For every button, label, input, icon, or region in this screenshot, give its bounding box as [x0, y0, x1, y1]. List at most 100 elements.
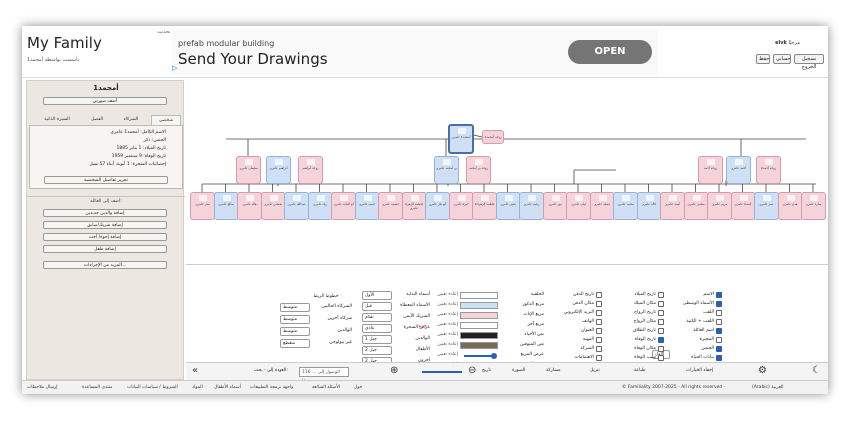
line-style-select[interactable]: متوسط: [280, 327, 310, 336]
checkbox[interactable]: [596, 346, 602, 352]
tree-node[interactable]: بن أمحمد عامري: [434, 156, 459, 184]
tree-node[interactable]: أم البنات عامري: [331, 192, 356, 220]
size-slider[interactable]: [464, 353, 497, 359]
tab-biography[interactable]: السيرة الذاتية: [44, 117, 70, 122]
checkbox[interactable]: [658, 292, 664, 298]
print-button[interactable]: طباعة: [634, 368, 646, 373]
tree-partner-node[interactable]: زوجة أمحمد1: [482, 130, 504, 144]
tree-node[interactable]: هدى عامري: [777, 192, 803, 220]
add-sibling-button[interactable]: إضافة إخوة/ أخت: [43, 233, 167, 241]
edit-person-button[interactable]: تحرير تفاصيل الشخصية: [44, 176, 168, 184]
ad-banner[interactable]: prefab modular building Send Your Drawin…: [172, 30, 658, 75]
tree-node[interactable]: حبيب عامري: [354, 192, 380, 220]
tree-node[interactable]: سليمان عامري: [236, 156, 261, 184]
zoom-out-icon[interactable]: ⊖: [468, 365, 477, 376]
tree-node[interactable]: رشيد عامري: [519, 192, 544, 220]
checkbox[interactable]: [658, 355, 664, 361]
tree-node[interactable]: بحماني عامري: [260, 192, 286, 220]
hide-options-button[interactable]: إخفاء الخيارات: [686, 368, 714, 373]
ad-open-button[interactable]: OPEN: [568, 40, 652, 64]
refresh-link[interactable]: تحديث: [157, 29, 171, 35]
footer-link-faq[interactable]: الأسئلة الشائعة: [312, 385, 341, 390]
tree-node[interactable]: زوجة أحمد2: [756, 156, 781, 184]
layout-select[interactable]: 1 جيل: [362, 335, 392, 344]
tree-node[interactable]: يحيى عامري: [495, 192, 521, 220]
add-photo-button[interactable]: أضف صورتي: [43, 97, 167, 105]
add-parents-button[interactable]: إضافة والدين جديدين: [43, 209, 167, 217]
tree-node[interactable]: أسماء عامري: [730, 192, 756, 220]
checkbox[interactable]: [716, 292, 722, 298]
line-style-select[interactable]: متوسط: [280, 315, 310, 324]
share-button[interactable]: مشاركة: [546, 368, 561, 373]
checkbox[interactable]: [596, 319, 602, 325]
tree-node[interactable]: مريم عامري: [707, 192, 732, 220]
tree-node[interactable]: أبو بكر عامري: [425, 192, 450, 220]
checkbox[interactable]: [716, 346, 722, 352]
tree-node[interactable]: صالح عامري: [213, 192, 239, 220]
layout-select[interactable]: عادي: [362, 324, 392, 333]
tree-node[interactable]: أمينة عامري: [660, 192, 685, 220]
tree-node[interactable]: سلمى عامري: [683, 192, 709, 220]
footer-link-feedback[interactable]: إرسال ملاحظات: [27, 385, 58, 390]
tree-node[interactable]: جميلة عامري: [589, 192, 615, 220]
layout-select[interactable]: تقدّم: [362, 313, 392, 322]
footer-link-baby-names[interactable]: أسماء الأطفال: [214, 385, 241, 390]
tree-node[interactable]: أبراهيم عامري: [266, 156, 291, 184]
tree-node[interactable]: زوجة أبراهيم: [298, 156, 323, 184]
line-style-select[interactable]: متوسط: [280, 303, 310, 312]
checkbox[interactable]: [658, 301, 664, 307]
checkbox[interactable]: [596, 328, 602, 334]
tree-node[interactable]: ليلى عامري: [566, 192, 591, 220]
tree-node[interactable]: فاطمة الزهراء2: [472, 192, 497, 220]
reset-link[interactable]: إعادة تعيين: [437, 292, 458, 297]
color-swatch[interactable]: [460, 302, 498, 309]
footer-link-about[interactable]: حول: [354, 385, 363, 390]
color-swatch[interactable]: [460, 292, 498, 299]
layout-select[interactable]: قبل: [362, 302, 392, 311]
tree-node[interactable]: أحمد عامري: [726, 156, 751, 184]
settings-icon[interactable]: ⚙: [758, 365, 767, 376]
tree-node[interactable]: محمد عامري: [613, 192, 638, 220]
checkbox[interactable]: [716, 319, 722, 325]
language-selector[interactable]: (Arabic) العربية: [752, 385, 784, 390]
tab-personal[interactable]: شخصي: [151, 115, 181, 125]
tree-node[interactable]: منار عامري: [190, 192, 215, 220]
reset-link[interactable]: إعادة تعيين: [437, 342, 458, 347]
checkbox[interactable]: [596, 337, 602, 343]
reset-link[interactable]: إعادة تعيين: [437, 302, 458, 307]
zoom-slider[interactable]: [422, 371, 462, 373]
tree-node[interactable]: زياد عامري: [307, 192, 333, 220]
layout-select[interactable]: الأول: [362, 291, 392, 300]
checkbox[interactable]: [658, 346, 664, 352]
color-swatch[interactable]: [460, 312, 498, 319]
add-partner-button[interactable]: إضافة شريك/سابق: [43, 221, 167, 229]
checkbox[interactable]: [716, 355, 722, 361]
search-input[interactable]: الوصول إلى ... 116 شخصًا: [299, 367, 349, 384]
color-swatch[interactable]: [460, 342, 498, 349]
add-child-button[interactable]: إضافة طفل: [43, 245, 167, 253]
reset-link[interactable]: إعادة تعيين: [437, 312, 458, 317]
checkbox[interactable]: [716, 301, 722, 307]
line-style-select[interactable]: متقطع: [280, 339, 310, 348]
tree-root-node[interactable]: أمحمد1 عامري: [448, 124, 474, 154]
color-swatch[interactable]: [460, 322, 498, 329]
ad-choices-icon[interactable]: ▷: [172, 64, 178, 72]
checkbox[interactable]: [658, 328, 664, 334]
tree-node[interactable]: فاطمة الزهراء عامري: [401, 192, 427, 220]
layout-select[interactable]: 2 جيل: [362, 346, 392, 355]
checkbox[interactable]: [716, 310, 722, 316]
collapse-panel-icon[interactable]: «: [192, 365, 199, 376]
logout-button[interactable]: تسجيل الخروج: [794, 54, 824, 70]
checkbox[interactable]: [658, 310, 664, 316]
footer-link-materials[interactable]: المواد: [192, 385, 203, 390]
family-tree-canvas[interactable]: أمحمد1 عامري زوجة أمحمد1 سليمان عامري أبر…: [186, 80, 828, 265]
save-button[interactable]: حفظ: [756, 54, 770, 64]
footer-link-terms[interactable]: الشروط / سياسات البيانات: [127, 385, 178, 390]
tree-node[interactable]: زوجة أحمد: [698, 156, 723, 184]
tree-node[interactable]: خالد عامري: [636, 192, 662, 220]
tree-node[interactable]: عمر عامري: [754, 192, 779, 220]
checkbox[interactable]: [716, 337, 722, 343]
checkbox[interactable]: [596, 292, 602, 298]
tab-chapter[interactable]: الفصل: [90, 117, 104, 122]
tree-node[interactable]: هالة عامري: [237, 192, 262, 220]
